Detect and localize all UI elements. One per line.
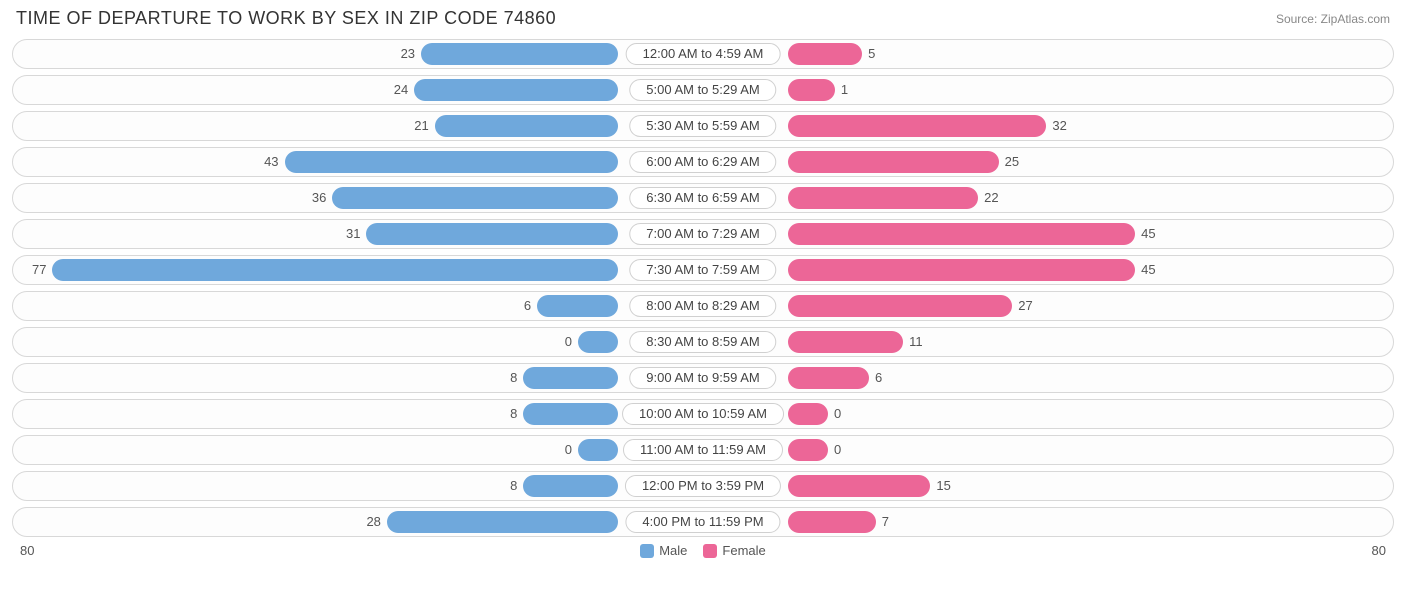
row-category-label: 7:00 AM to 7:29 AM [629,223,776,245]
bar-female [788,115,1046,137]
bar-male [387,511,618,533]
table-row: 0 0 11:00 AM to 11:59 AM [12,435,1394,465]
axis-left-end: 80 [20,543,34,558]
table-row: 23 5 12:00 AM to 4:59 AM [12,39,1394,69]
bar-male [435,115,618,137]
legend-item-male: Male [640,543,687,558]
table-row: 36 22 6:30 AM to 6:59 AM [12,183,1394,213]
bar-male [366,223,618,245]
row-category-label: 12:00 PM to 3:59 PM [625,475,781,497]
value-female: 27 [1018,292,1032,320]
bar-female [788,439,828,461]
value-female: 22 [984,184,998,212]
table-row: 28 7 4:00 PM to 11:59 PM [12,507,1394,537]
legend-swatch-male [640,544,654,558]
value-female: 32 [1052,112,1066,140]
bar-female [788,187,978,209]
table-row: 77 45 7:30 AM to 7:59 AM [12,255,1394,285]
value-male: 0 [565,328,572,356]
row-category-label: 8:00 AM to 8:29 AM [629,295,776,317]
row-category-label: 5:30 AM to 5:59 AM [629,115,776,137]
legend-item-female: Female [703,543,765,558]
value-male: 77 [32,256,46,284]
row-category-label: 11:00 AM to 11:59 AM [623,439,783,461]
row-category-label: 8:30 AM to 8:59 AM [629,331,776,353]
diverging-bar-chart: 23 5 12:00 AM to 4:59 AM 24 1 5:00 AM to 5:29… [12,39,1394,537]
table-row: 8 0 10:00 AM to 10:59 AM [12,399,1394,429]
row-category-label: 9:00 AM to 9:59 AM [629,367,776,389]
bar-male [52,259,618,281]
value-male: 6 [524,292,531,320]
bar-male [523,403,618,425]
chart-footer: 80 Male Female 80 [12,543,1394,558]
value-female: 45 [1141,256,1155,284]
bar-female [788,511,876,533]
value-male: 28 [366,508,380,536]
legend-label-female: Female [722,543,765,558]
row-category-label: 12:00 AM to 4:59 AM [626,43,781,65]
legend-label-male: Male [659,543,687,558]
chart-source: Source: ZipAtlas.com [1276,12,1390,26]
bar-female [788,223,1135,245]
value-male: 8 [510,472,517,500]
table-row: 31 45 7:00 AM to 7:29 AM [12,219,1394,249]
value-female: 11 [909,328,923,356]
row-category-label: 6:00 AM to 6:29 AM [629,151,776,173]
value-female: 45 [1141,220,1155,248]
value-male: 0 [565,436,572,464]
bar-female [788,367,869,389]
value-male: 23 [401,40,415,68]
value-male: 31 [346,220,360,248]
table-row: 0 11 8:30 AM to 8:59 AM [12,327,1394,357]
table-row: 8 6 9:00 AM to 9:59 AM [12,363,1394,393]
bar-male [414,79,618,101]
table-row: 43 25 6:00 AM to 6:29 AM [12,147,1394,177]
value-male: 21 [414,112,428,140]
row-category-label: 4:00 PM to 11:59 PM [625,511,780,533]
legend: Male Female [640,543,766,558]
chart-title: TIME OF DEPARTURE TO WORK BY SEX IN ZIP … [16,8,556,29]
value-male: 43 [264,148,278,176]
table-row: 24 1 5:00 AM to 5:29 AM [12,75,1394,105]
axis-right-end: 80 [1372,543,1386,558]
bar-male [523,475,618,497]
legend-swatch-female [703,544,717,558]
value-male: 8 [510,364,517,392]
bar-male [285,151,618,173]
bar-female [788,259,1135,281]
row-category-label: 10:00 AM to 10:59 AM [622,403,784,425]
bar-male [578,331,618,353]
value-female: 0 [834,400,841,428]
chart-header: TIME OF DEPARTURE TO WORK BY SEX IN ZIP … [12,8,1394,29]
bar-female [788,151,999,173]
value-female: 25 [1005,148,1019,176]
value-female: 6 [875,364,882,392]
value-female: 15 [936,472,950,500]
value-female: 7 [882,508,889,536]
table-row: 6 27 8:00 AM to 8:29 AM [12,291,1394,321]
bar-male [421,43,618,65]
bar-male [332,187,618,209]
bar-male [578,439,618,461]
value-male: 8 [510,400,517,428]
bar-female [788,475,930,497]
bar-male [537,295,618,317]
value-female: 5 [868,40,875,68]
table-row: 8 15 12:00 PM to 3:59 PM [12,471,1394,501]
row-category-label: 6:30 AM to 6:59 AM [629,187,776,209]
row-category-label: 5:00 AM to 5:29 AM [629,79,776,101]
value-male: 36 [312,184,326,212]
bar-female [788,79,835,101]
value-female: 1 [841,76,848,104]
row-category-label: 7:30 AM to 7:59 AM [629,259,776,281]
bar-female [788,43,862,65]
bar-female [788,295,1012,317]
value-male: 24 [394,76,408,104]
bar-female [788,331,903,353]
bar-male [523,367,618,389]
bar-female [788,403,828,425]
value-female: 0 [834,436,841,464]
table-row: 21 32 5:30 AM to 5:59 AM [12,111,1394,141]
